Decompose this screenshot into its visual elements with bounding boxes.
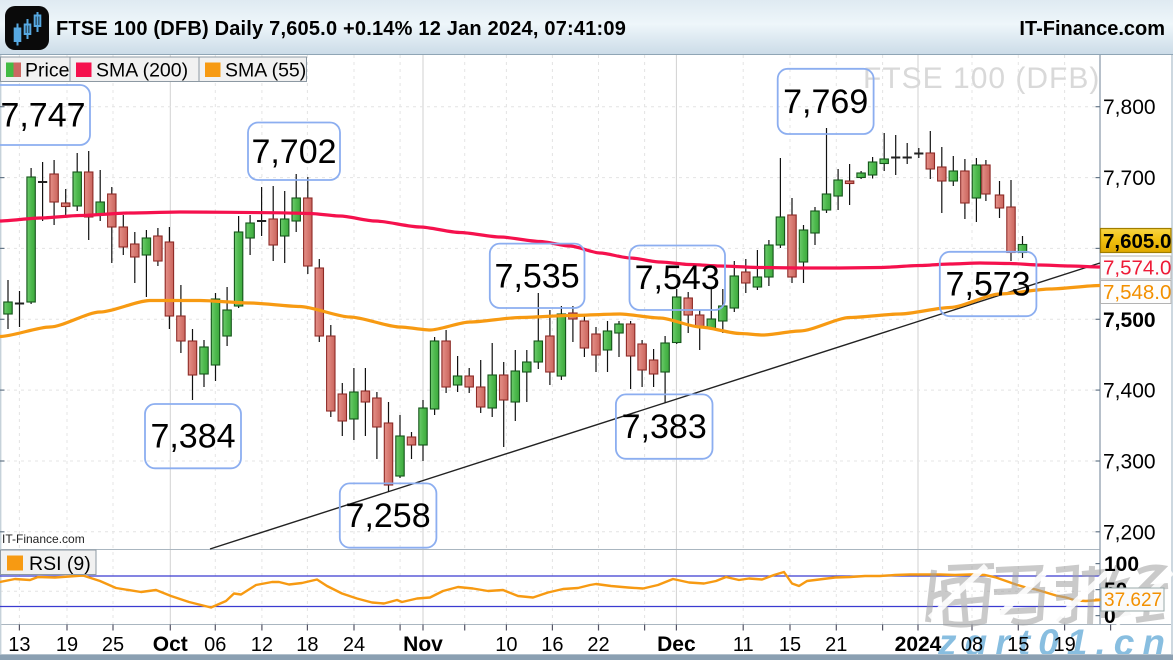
svg-text:Dec: Dec: [657, 633, 696, 656]
svg-text:19: 19: [56, 634, 78, 656]
svg-text:7,574.0: 7,574.0: [1103, 257, 1171, 280]
svg-text:22: 22: [587, 634, 609, 656]
svg-text:zqrt01.cn: zqrt01.cn: [937, 622, 1165, 660]
svg-text:Price: Price: [25, 60, 69, 82]
svg-text:7,548.0: 7,548.0: [1103, 281, 1171, 304]
svg-text:7,747: 7,747: [0, 97, 85, 135]
svg-text:7,258: 7,258: [346, 497, 431, 535]
svg-text:7,543: 7,543: [635, 259, 720, 297]
svg-text:0: 0: [1104, 605, 1116, 628]
svg-text:2024: 2024: [895, 633, 942, 656]
svg-text:FTSE 100 (DFB): FTSE 100 (DFB): [863, 62, 1100, 95]
svg-text:37.627: 37.627: [1104, 590, 1162, 611]
svg-text:7,383: 7,383: [622, 408, 707, 446]
svg-text:15: 15: [1007, 634, 1029, 656]
svg-text:Oct: Oct: [153, 633, 188, 656]
svg-text:7,573: 7,573: [946, 266, 1031, 304]
svg-text:11: 11: [733, 634, 754, 656]
svg-text:7,700: 7,700: [1103, 167, 1156, 190]
svg-text:100: 100: [1104, 553, 1139, 576]
svg-text:25: 25: [102, 634, 124, 656]
svg-text:7,800: 7,800: [1103, 96, 1156, 119]
svg-text:SMA (200): SMA (200): [96, 60, 188, 82]
svg-text:13: 13: [8, 634, 30, 656]
svg-text:7,500: 7,500: [1103, 309, 1156, 332]
svg-text:IT-Finance.com: IT-Finance.com: [2, 532, 85, 546]
svg-text:12: 12: [251, 634, 273, 656]
svg-text:10: 10: [495, 634, 517, 656]
svg-text:16: 16: [541, 634, 563, 656]
svg-text:7,300: 7,300: [1103, 451, 1156, 474]
svg-text:15: 15: [779, 634, 801, 656]
svg-text:18: 18: [296, 634, 318, 656]
svg-text:08: 08: [961, 634, 983, 656]
svg-text:7,769: 7,769: [783, 83, 868, 121]
svg-text:06: 06: [204, 634, 226, 656]
svg-text:Nov: Nov: [403, 633, 443, 656]
svg-text:19: 19: [1053, 634, 1075, 656]
svg-text:7,200: 7,200: [1103, 521, 1156, 544]
svg-text:21: 21: [825, 634, 847, 656]
svg-text:7,702: 7,702: [251, 133, 336, 171]
svg-text:SMA (55): SMA (55): [225, 60, 306, 82]
svg-text:24: 24: [343, 634, 365, 656]
svg-text:RSI (9): RSI (9): [29, 553, 91, 575]
svg-text:7,535: 7,535: [495, 257, 580, 295]
svg-text:7,605.0: 7,605.0: [1103, 230, 1171, 253]
svg-text:7,384: 7,384: [150, 418, 235, 456]
svg-text:7,400: 7,400: [1103, 380, 1156, 403]
